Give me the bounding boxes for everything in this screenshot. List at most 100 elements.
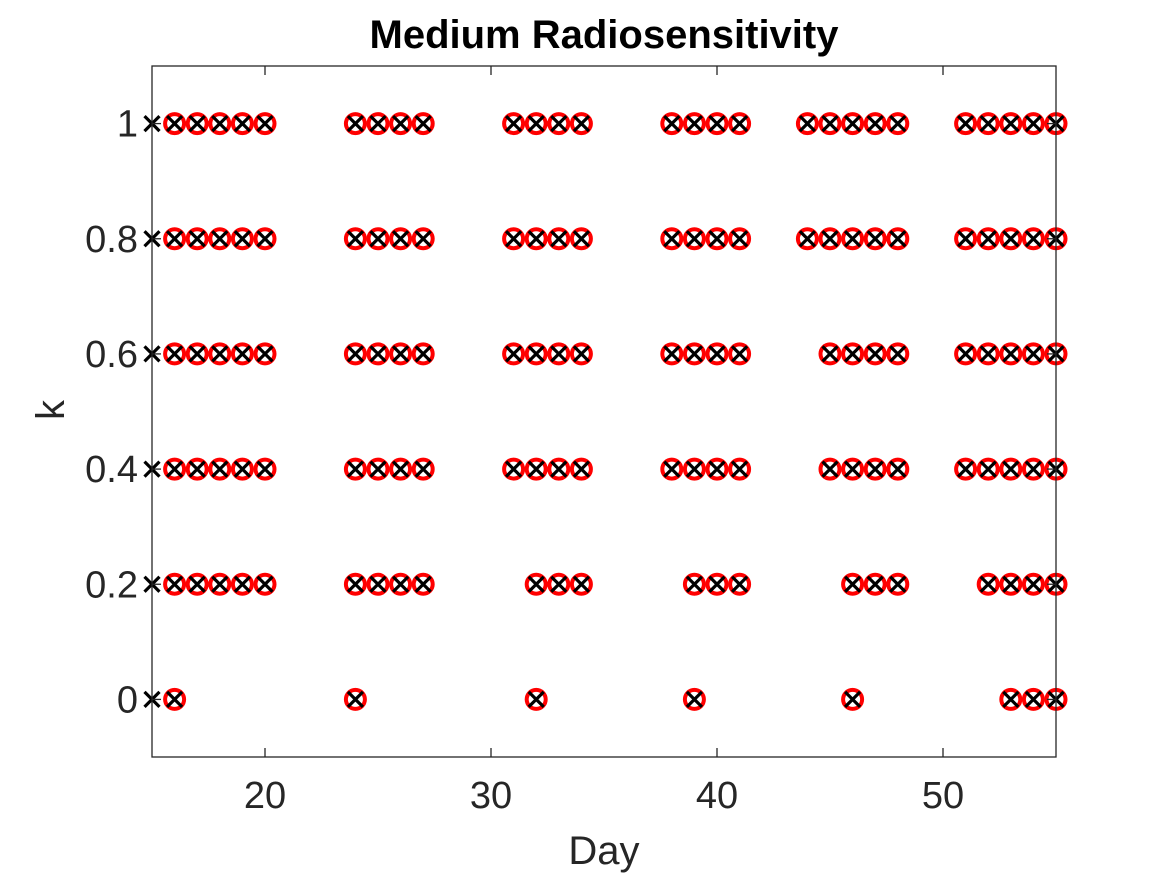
x-marker [889,575,907,593]
x-marker [414,345,432,363]
circle-marker [841,572,865,596]
circle-marker [682,342,706,366]
x-marker [730,114,749,133]
x-marker [165,230,184,248]
circle-marker [569,457,593,481]
x-marker [956,230,975,248]
x-marker [730,575,749,593]
x-marker [708,114,726,133]
x-marker [369,230,387,248]
circle-marker [705,112,729,136]
circle-marker [411,572,435,596]
x-marker [233,230,252,248]
circle-marker [502,457,526,481]
circle-marker [524,457,548,481]
circle-marker [660,457,684,481]
x-marker [1002,230,1020,248]
x-marker [369,575,387,593]
circle-marker [1021,457,1045,481]
circle-marker [569,572,593,596]
x-marker [979,460,997,478]
x-marker [211,345,229,363]
circle-marker [524,227,548,251]
circle-marker [547,457,571,481]
circle-marker [999,572,1023,596]
x-marker [889,345,907,363]
y-tick-label: 0.4 [85,449,138,491]
x-axis-label: Day [568,829,639,873]
circle-marker [502,342,526,366]
axes: 20 30 40 50 0 0.2 0.4 0.6 0.8 1 [85,65,1057,817]
x-tick-label: 20 [244,775,286,817]
circle-marker [208,112,232,136]
circle-marker [682,227,706,251]
circle-marker [886,572,910,596]
x-marker [1002,345,1020,363]
circle-marker [502,112,526,136]
circle-marker [999,112,1023,136]
circle-marker [999,687,1023,711]
x-marker [233,575,252,593]
x-marker [843,575,862,593]
circle-marker [682,112,706,136]
circle-marker [502,227,526,251]
x-marker [1024,460,1043,478]
circle-marker [705,457,729,481]
y-tick-label: 0.8 [85,219,138,261]
x-marker [527,690,545,709]
x-marker [256,460,274,478]
circle-marker [1021,687,1045,711]
x-marker [346,230,365,248]
circle-marker [343,227,367,251]
x-marker [504,114,523,133]
circle-marker [185,572,209,596]
x-marker [414,575,432,593]
x-marker [889,230,907,248]
circle-marker [547,112,571,136]
y-tick-label: 0.2 [85,564,138,606]
circle-marker [841,687,865,711]
x-tick-label: 50 [922,775,964,817]
x-marker [663,230,681,248]
circle-marker [208,342,232,366]
x-marker [730,460,749,478]
circle-marker [841,457,865,481]
circle-marker [547,227,571,251]
circle-marker [569,112,593,136]
circle-marker [569,342,593,366]
x-marker [165,690,184,709]
x-marker [956,345,975,363]
circle-marker [411,342,435,366]
x-marker [233,114,252,133]
x-marker [979,230,997,248]
circle-marker [954,112,978,136]
x-tick-label: 30 [470,775,512,817]
x-marker [165,575,184,593]
circle-marker [163,342,187,366]
x-marker [414,460,432,478]
circle-marker [366,227,390,251]
circle-marker [841,112,865,136]
circle-marker [682,687,706,711]
x-marker [730,345,749,363]
x-marker [346,114,365,133]
circle-marker [253,342,277,366]
circle-marker [954,457,978,481]
x-marker [866,460,884,478]
circle-marker [163,572,187,596]
x-marker [572,230,591,248]
circle-marker [728,342,752,366]
x-marker [685,230,704,248]
x-marker [866,575,884,593]
x-marker [1024,345,1043,363]
x-marker [256,114,274,133]
circle-marker [411,112,435,136]
circle-marker [999,342,1023,366]
x-marker [685,575,704,593]
y-tick-label: 0 [117,679,138,721]
x-marker [798,114,817,133]
y-axis-label: k [29,399,73,420]
circle-marker [163,227,187,251]
circle-marker [976,572,1000,596]
